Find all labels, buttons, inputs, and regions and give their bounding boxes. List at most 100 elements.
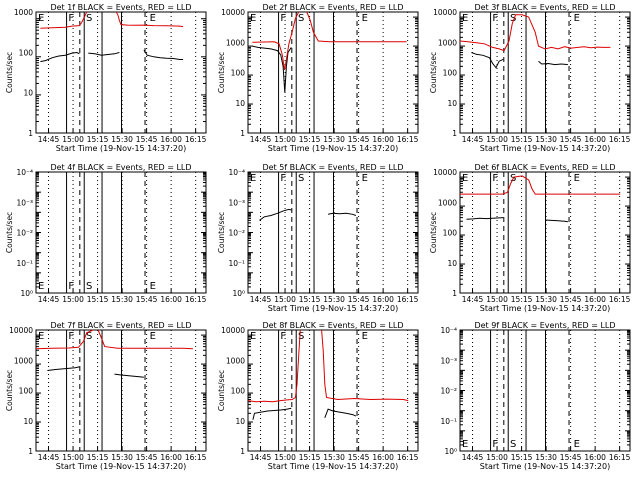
y-tick-label: 1 — [240, 447, 245, 456]
flag-label: F — [492, 13, 498, 24]
y-tick-label: 10⁻¹ — [440, 417, 457, 426]
series-line-lld — [40, 11, 88, 29]
x-tick-label: 15:30 — [111, 135, 133, 144]
y-tick-label: 1000 — [226, 356, 245, 365]
detector-panel-4: Det 4f BLACK = Events, RED = LLD E F S E 14:4… — [5, 163, 207, 304]
x-tick-label: 14:45 — [462, 135, 484, 144]
series-line-events — [538, 60, 568, 66]
x-tick-label: 15:45 — [136, 135, 158, 144]
series-line-lld — [35, 329, 94, 350]
x-tick-label: 16:00 — [160, 453, 182, 462]
x-tick-label: 14:45 — [250, 135, 272, 144]
x-tick-label: 15:30 — [323, 453, 345, 462]
series-line-events — [40, 51, 80, 63]
flag-label: E — [462, 13, 468, 24]
series-line-events — [252, 407, 292, 420]
x-tick-label: 16:15 — [185, 453, 207, 462]
x-tick-label: 15:00 — [486, 295, 508, 304]
flag-label: E — [574, 439, 580, 450]
panel-title: Det 4f BLACK = Events, RED = LLD — [50, 163, 191, 172]
x-tick-label: 16:00 — [372, 295, 394, 304]
y-tick-label: 10⁻³ — [228, 198, 245, 207]
x-tick-label: 15:00 — [62, 135, 84, 144]
x-tick-label: 16:15 — [609, 295, 631, 304]
x-tick-label: 15:30 — [535, 295, 557, 304]
flag-label: E — [362, 331, 368, 342]
y-tick-label: 1 — [240, 129, 245, 138]
series-line-lld — [97, 329, 193, 350]
flag-label: S — [86, 13, 92, 24]
series-line-events — [252, 45, 292, 93]
y-tick-label: 100 — [231, 69, 246, 78]
x-axis-label: Start Time (19-Nov-15 14:37:20) — [268, 144, 398, 153]
flag-label: F — [492, 173, 498, 184]
x-axis-label: Start Time (19-Nov-15 14:37:20) — [480, 304, 610, 313]
y-tick-label: 10 — [23, 89, 33, 98]
y-tick-label: 10000 — [9, 326, 33, 335]
x-tick-label: 15:00 — [62, 295, 84, 304]
y-axis-label: Counts/sec — [217, 370, 226, 411]
x-tick-label: 15:45 — [560, 135, 582, 144]
y-tick-label: 10 — [235, 417, 245, 426]
x-tick-label: 14:45 — [38, 453, 60, 462]
x-tick-label: 15:45 — [560, 453, 582, 462]
x-tick-label: 15:15 — [511, 135, 533, 144]
flag-label: S — [298, 13, 304, 24]
x-tick-label: 16:00 — [372, 135, 394, 144]
y-tick-label: 10 — [447, 259, 457, 268]
x-axis-label: Start Time (19-Nov-15 14:37:20) — [480, 144, 610, 153]
x-tick-label: 16:15 — [609, 135, 631, 144]
y-tick-label: 100 — [19, 48, 34, 57]
detector-panel-9: Det 9f BLACK = Events, RED = LLD E F S E 14:4… — [440, 321, 630, 471]
x-tick-label: 14:45 — [38, 135, 60, 144]
y-tick-label: 10⁻⁴ — [228, 168, 245, 177]
flag-label: S — [86, 331, 92, 342]
x-tick-label: 15:00 — [274, 453, 296, 462]
series-line-lld — [306, 11, 407, 43]
x-tick-label: 16:15 — [185, 295, 207, 304]
flag-label: E — [462, 173, 468, 184]
x-tick-label: 16:00 — [584, 295, 606, 304]
series-line-lld — [321, 329, 409, 402]
flag-label: E — [150, 281, 156, 292]
series-line-events — [328, 212, 357, 216]
panel-title: Det 5f BLACK = Events, RED = LLD — [262, 163, 403, 172]
x-tick-label: 16:15 — [397, 135, 419, 144]
panel-title: Det 3f BLACK = Events, RED = LLD — [474, 3, 615, 12]
x-tick-label: 15:00 — [274, 295, 296, 304]
x-axis-label: Start Time (19-Nov-15 14:37:20) — [480, 462, 610, 471]
y-tick-label: 1 — [452, 289, 457, 298]
x-axis-label: Start Time (19-Nov-15 14:37:20) — [268, 304, 398, 313]
flag-label: E — [362, 13, 368, 24]
flag-label: F — [280, 13, 286, 24]
y-tick-label: 10000 — [433, 8, 457, 17]
y-tick-label: 10⁻² — [16, 229, 33, 238]
flag-label: F — [280, 331, 286, 342]
x-tick-label: 15:45 — [560, 295, 582, 304]
y-tick-label: 10⁻⁴ — [16, 168, 33, 177]
panel-title: Det 9f BLACK = Events, RED = LLD — [474, 321, 615, 330]
x-tick-label: 16:15 — [397, 295, 419, 304]
panel-title: Det 6f BLACK = Events, RED = LLD — [474, 163, 615, 172]
x-tick-label: 16:00 — [372, 453, 394, 462]
x-tick-label: 15:45 — [348, 453, 370, 462]
x-tick-label: 15:30 — [323, 295, 345, 304]
flag-label: F — [68, 281, 74, 292]
flag-label: S — [298, 331, 304, 342]
series-line-events — [544, 219, 568, 223]
series-line-events — [259, 208, 292, 221]
y-tick-label: 1 — [28, 447, 33, 456]
x-tick-label: 16:00 — [584, 453, 606, 462]
y-tick-label: 10⁻² — [228, 229, 245, 238]
x-tick-label: 16:00 — [160, 295, 182, 304]
y-tick-label: 10000 — [221, 326, 245, 335]
y-tick-label: 10⁻⁴ — [440, 326, 457, 335]
series-line-lld — [459, 14, 611, 52]
series-line-events — [47, 366, 80, 371]
x-tick-label: 15:00 — [62, 453, 84, 462]
flag-label: E — [150, 13, 156, 24]
flag-label: F — [68, 331, 74, 342]
y-tick-label: 100 — [443, 69, 458, 78]
